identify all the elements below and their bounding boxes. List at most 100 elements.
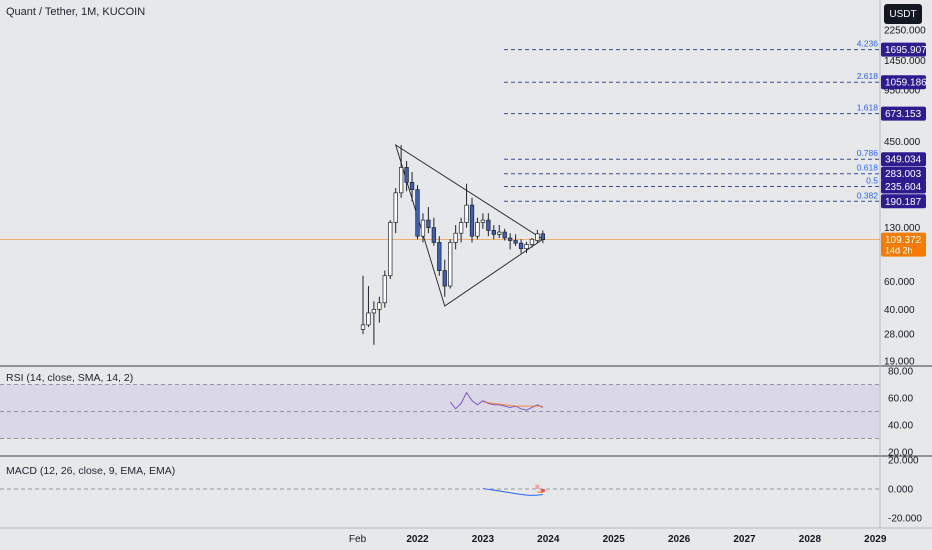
candle-body [415,189,420,237]
candle-body [491,230,496,235]
currency-button[interactable]: USDT [884,4,922,24]
candle-body [393,192,398,223]
fib-price-tag [881,42,926,57]
candle-body [480,219,486,223]
candle-body [502,231,507,239]
macd-tick-label: -20.000 [888,514,922,525]
candle [480,213,486,229]
candle [475,217,480,240]
rsi-title: RSI (14, close, SMA, 14, 2) [6,372,134,384]
price-tick-label: 28.000 [884,330,915,341]
candle [371,301,377,345]
price-tick-label: 2250.000 [884,26,926,37]
candle [399,145,404,198]
candle-body [420,219,426,237]
time-tick-label: 2023 [472,534,495,545]
candle-body [458,222,464,234]
triangle-pattern [394,144,544,307]
candle [453,225,458,250]
time-tick-label: 2027 [733,534,756,545]
price-tick-label: 60.000 [884,277,915,288]
candle-body [475,222,480,237]
candle [518,239,524,254]
price-tick-label: 450.000 [884,137,921,148]
rsi-line [449,391,544,411]
fib-ratio-label: 0.5 [866,175,878,185]
fib-price-tag [881,179,926,194]
candle [437,236,442,276]
candle-body [382,275,387,304]
fib-ratio-label: 0.382 [857,190,879,200]
candle [377,296,382,323]
candle-body [437,242,442,271]
candle-body [377,302,382,310]
candle [469,197,475,243]
candle [426,207,431,234]
price-tick-label: 950.000 [884,85,921,96]
candle-body [426,219,431,229]
chart-title: Quant / Tether, 1M, KUCOIN [6,6,146,18]
macd-histogram-bar [535,484,540,489]
candle-body [518,242,524,250]
fib-price-tag [881,106,926,121]
price-tick-label: 19.000 [884,357,915,368]
candle-body [535,233,540,241]
fib-price-label: 190.187 [885,197,922,208]
candle [540,230,545,244]
candle-body [513,240,518,244]
time-tick-label: 2022 [406,534,429,545]
time-tick-label: 2028 [799,534,822,545]
candle [529,238,535,248]
rsi-tick-label: 60.00 [888,394,913,405]
candle [431,217,436,246]
current-price-label: 109.372 [885,235,922,246]
fib-ratio-label: 0.618 [857,163,879,173]
candle [409,172,415,202]
candle [535,229,540,244]
time-tick-label: 2025 [603,534,626,545]
candle [464,183,469,228]
candle-body [453,232,458,243]
candle-body [409,181,415,190]
candle-body [540,233,545,241]
rsi-tick-label: 20.00 [888,448,913,459]
rsi-tick-label: 40.00 [888,421,913,432]
fib-price-tag [881,166,926,181]
candle [448,239,453,289]
candle [458,217,464,243]
candle-body [464,204,469,223]
candle-body [529,238,535,245]
candle [497,225,502,239]
countdown-label: 14d 2h [885,246,913,256]
price-tick-label: 40.000 [884,305,915,316]
candle-body [469,204,475,237]
candle [491,225,496,240]
candle-body [399,167,404,194]
candle-body [431,227,436,243]
candle [404,161,409,192]
candle [513,234,518,246]
fib-ratio-label: 0.786 [857,148,879,158]
price-tick-label: 130.000 [884,223,921,234]
candle-body [448,242,453,287]
candle-body [508,237,513,241]
rsi-tick-label: 80.00 [888,367,913,378]
time-tick-label: Feb [349,534,367,545]
time-tick-label: 2026 [668,534,691,545]
candle [360,275,366,335]
macd-tick-label: 20.000 [888,456,919,467]
rsi-band [0,384,880,439]
fib-ratio-label: 1.618 [857,103,879,113]
fib-price-tag [881,194,926,209]
candle [486,213,491,237]
candle-body [404,167,409,183]
fib-ratio-label: 2.618 [857,71,879,81]
candle [415,185,420,240]
fib-price-label: 673.153 [885,109,922,120]
candle-body [497,231,502,235]
candle [388,220,393,280]
candle-body [360,324,366,330]
